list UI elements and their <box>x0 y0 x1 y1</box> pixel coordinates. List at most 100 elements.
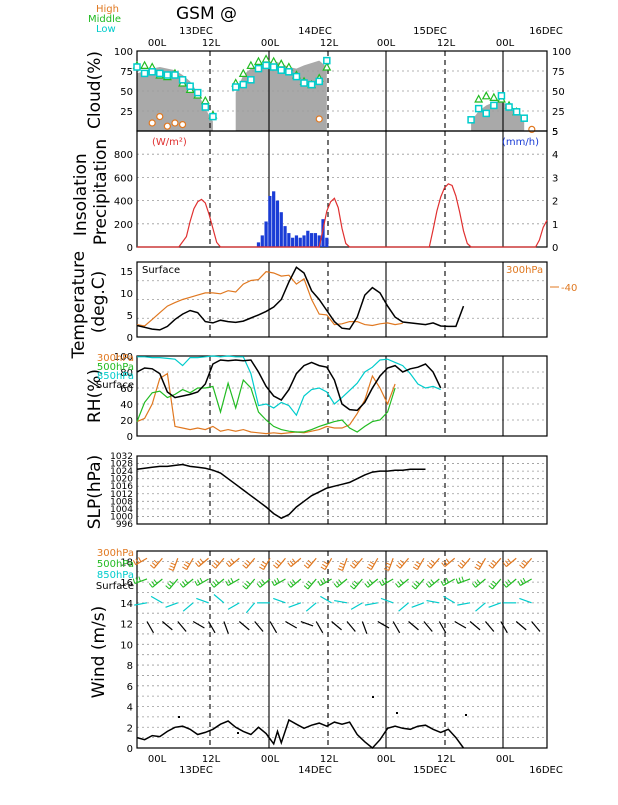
slp-frame <box>136 455 548 525</box>
wind-dot <box>396 712 398 714</box>
cloud-low-marker <box>171 71 179 79</box>
chart-title: GSM @ <box>176 4 237 24</box>
wind-barb-shaft <box>285 620 298 629</box>
slp-tick-label: 1016 <box>110 482 133 492</box>
rh-axis-title: RH(%) <box>85 369 105 423</box>
precip-right-tick-label: 4 <box>552 150 558 161</box>
cloud-left-tick-label: 75 <box>120 67 133 78</box>
wind-barb-surface <box>223 621 229 634</box>
wind-barb-shaft <box>398 602 409 612</box>
wind-barb-shaft <box>227 602 240 610</box>
cloud-low-marker <box>520 114 528 122</box>
rh-left-tick-label: 100 <box>114 352 133 363</box>
wind-barb-feather <box>287 562 292 567</box>
slp-tick-label: 996 <box>116 520 133 530</box>
wind-barb-p300 <box>259 557 271 570</box>
wind-barb-surface <box>361 621 368 634</box>
wind-barb-feather <box>338 579 343 584</box>
wind-tick-label: 2 <box>127 723 133 734</box>
cloud-high-marker <box>171 119 179 127</box>
wind-barb-feather <box>153 559 159 564</box>
cloud-low-marker <box>277 66 286 74</box>
legend-high: High <box>96 4 119 15</box>
wind-barb-p500 <box>472 578 486 588</box>
wind-barb-feather <box>349 585 355 590</box>
cloud-low-marker <box>178 76 187 84</box>
wind-barb-p500 <box>317 577 332 587</box>
cloud-low-marker <box>474 104 483 113</box>
wind-barb-feather <box>397 581 402 586</box>
wind-barb-feather <box>458 577 462 583</box>
wind-barb-shaft <box>177 621 187 632</box>
cloud-low-marker <box>482 109 491 118</box>
wind-barb-p300 <box>457 557 471 569</box>
wind-barb-p300 <box>383 558 394 571</box>
wind-barb-p300 <box>349 557 363 569</box>
wind-barb-feather <box>289 581 294 586</box>
wind-barb-shaft <box>165 602 178 608</box>
wind-barb-shaft <box>454 620 467 629</box>
insolation-unit-label: (W/m²) <box>152 137 187 148</box>
wind-barb-feather <box>366 566 372 570</box>
hour-label-bottom: 00L <box>148 754 167 765</box>
wind-barb-feather <box>242 564 247 569</box>
wind-dot <box>178 716 180 718</box>
wind-barb-feather <box>369 561 375 565</box>
wind-barb-feather <box>271 580 275 586</box>
wind-barb-surface <box>146 621 155 634</box>
wind-barb-shaft <box>346 621 356 632</box>
wind-barb-feather <box>415 561 421 565</box>
wind-barb-feather <box>474 581 479 586</box>
wind-barb-p850 <box>488 602 502 608</box>
wind-barb-feather <box>183 563 189 568</box>
cloud-right-tick-label: 25 <box>552 107 565 118</box>
cloud-left-tick-label: 50 <box>120 87 133 98</box>
wind-barb-shaft <box>161 621 173 631</box>
wind-dot <box>372 696 374 698</box>
wind-barb-p500 <box>132 576 148 585</box>
wind-barb-feather <box>425 583 430 588</box>
wind-barb-feather <box>213 562 218 567</box>
wind-barb-shaft <box>150 595 163 604</box>
wind-barb-p850 <box>457 602 471 606</box>
wind-barb-shaft <box>146 621 155 634</box>
hour-label-bottom: 00L <box>496 754 515 765</box>
wind-barb-surface <box>531 621 541 632</box>
wind-barb-feather <box>228 560 233 565</box>
wind-barb-feather <box>212 581 217 586</box>
cloud-low-marker <box>254 64 263 73</box>
wind-barb-p850 <box>165 602 178 608</box>
wind-barb-p850 <box>288 602 302 608</box>
precipitation-bar <box>306 230 310 247</box>
wind-barb-p500 <box>488 578 502 590</box>
wind-barb-feather <box>519 564 524 569</box>
precipitation-bar <box>260 235 264 247</box>
wind-barb-shaft <box>475 602 486 612</box>
wind-barb-feather <box>287 583 292 588</box>
cloud-low-marker <box>148 68 156 76</box>
wind-barb-p300 <box>366 557 379 570</box>
wind-dot <box>237 732 239 734</box>
wind-barb-p300 <box>132 557 148 566</box>
wind-barb-shaft <box>182 602 194 612</box>
wind-barb-feather <box>185 561 190 565</box>
wind-barb-surface <box>485 621 495 632</box>
cloud-middle-marker <box>253 56 263 65</box>
wind-tick-label: 18 <box>120 557 133 568</box>
wind-barb-feather <box>291 579 296 584</box>
wind-barb-p850 <box>196 597 209 604</box>
insolation-axis-title: Insolation Precipitation <box>71 139 111 245</box>
wind-barb-feather <box>307 580 313 585</box>
cloud-low-marker <box>133 63 141 71</box>
wind-barb-feather <box>366 581 371 586</box>
wind-barb-feather <box>165 585 170 590</box>
wind-barb-feather <box>199 577 203 583</box>
cloud-low-marker <box>193 88 202 97</box>
wind-barb-surface <box>315 621 324 634</box>
wind-barb-p500 <box>210 578 225 588</box>
wind-barb-p300 <box>225 557 240 568</box>
wind-barb-p300 <box>396 557 409 569</box>
wind-barb-feather <box>138 557 142 562</box>
